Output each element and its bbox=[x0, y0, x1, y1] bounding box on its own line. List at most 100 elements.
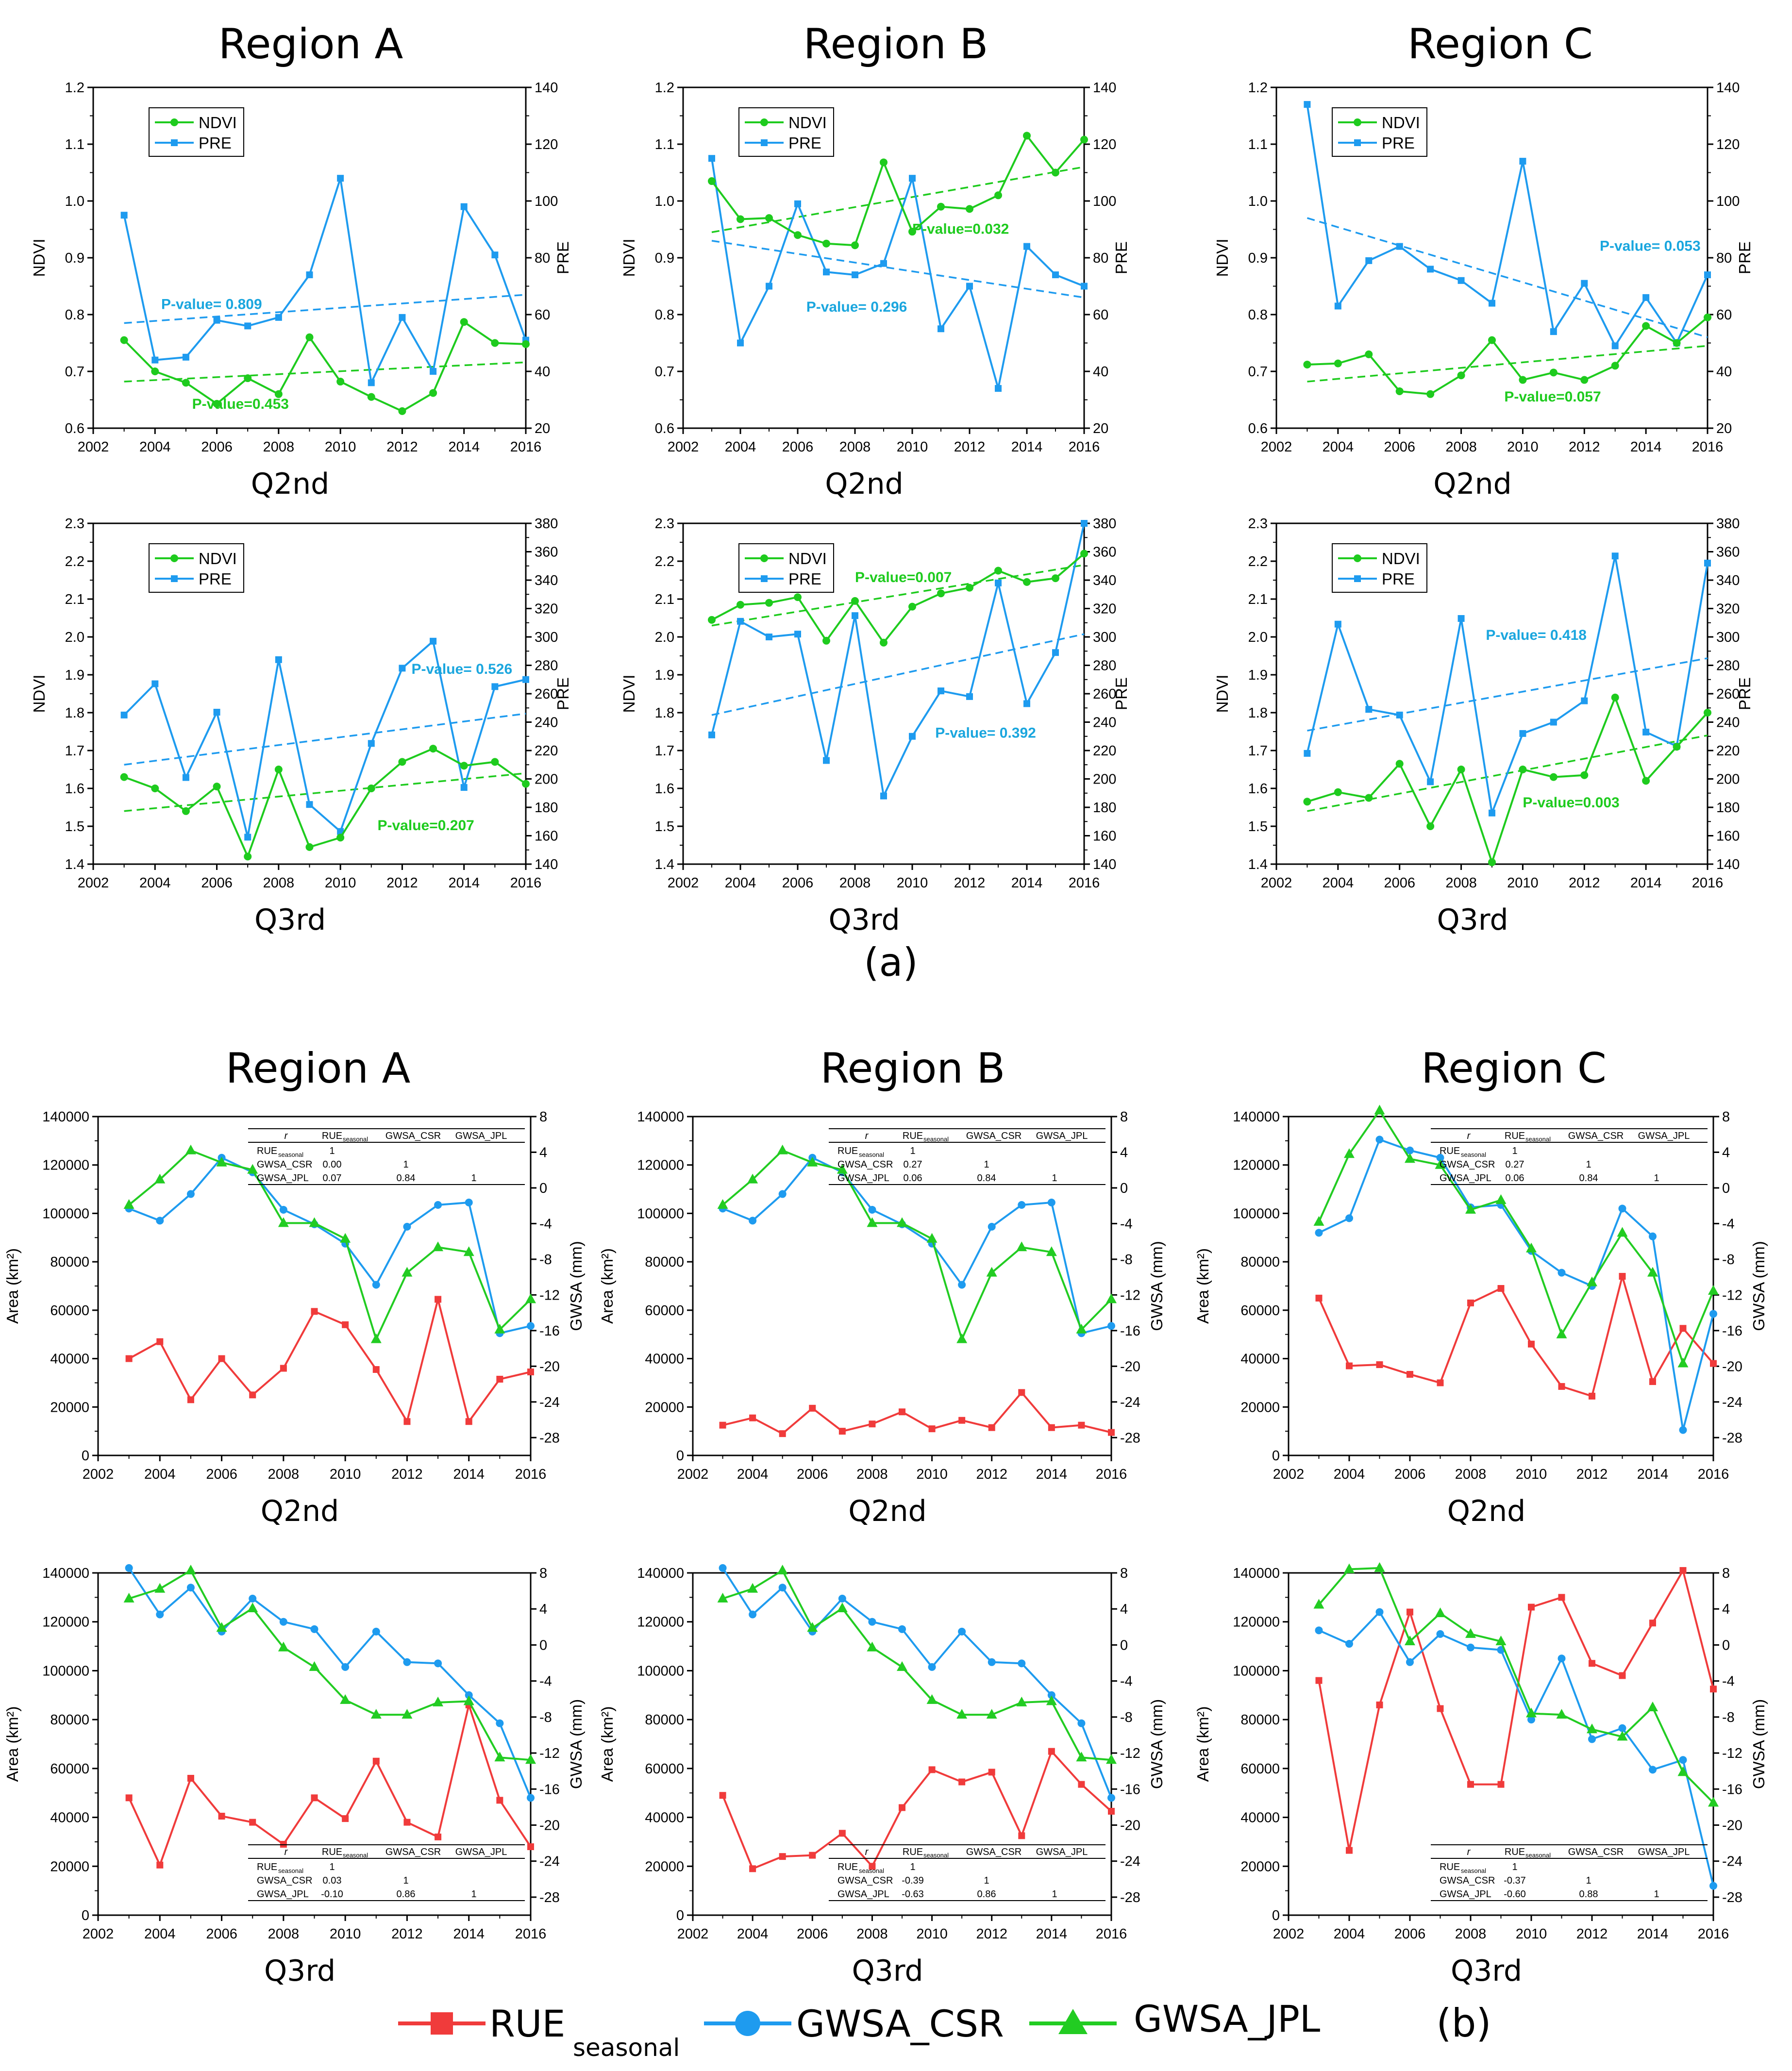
x-tick-label: 2012 bbox=[386, 875, 418, 891]
rue-gwsa-chart-b_A_q2: 2002 2004 2006 2008 2010 2012 2014 201602000040… bbox=[3, 1109, 585, 1528]
gwsa-csr-series-line bbox=[128, 1156, 531, 1335]
table-header-rue: RUE bbox=[322, 1847, 342, 1857]
pre-series-point bbox=[1489, 809, 1495, 817]
x-axis-label: Q3rd bbox=[852, 1954, 923, 1988]
left-y-tick-label: 80000 bbox=[50, 1712, 89, 1728]
pre-series-point bbox=[306, 271, 313, 279]
x-tick-label: 2014 bbox=[1036, 1926, 1068, 1942]
x-tick-label: 2002 bbox=[83, 1467, 114, 1482]
pre-series-point bbox=[938, 325, 944, 333]
x-axis-label: Q3rd bbox=[254, 903, 326, 937]
table-header-r: r bbox=[285, 1847, 288, 1857]
rue-series-point bbox=[125, 1794, 133, 1802]
left-y-tick-label: 60000 bbox=[1240, 1761, 1280, 1777]
ndvi-series-point bbox=[1611, 362, 1619, 370]
gwsa-csr-series-point bbox=[527, 1794, 535, 1802]
gwsa-csr-series-point bbox=[1558, 1654, 1566, 1663]
pre-trend-line bbox=[124, 294, 526, 324]
ndvi-series-point bbox=[1457, 371, 1465, 380]
left-y-tick-label: 40000 bbox=[50, 1810, 89, 1826]
gwsa-jpl-series-line bbox=[722, 1149, 1112, 1340]
table-cell: 0.88 bbox=[1579, 1889, 1598, 1900]
right-y-tick-label: 380 bbox=[535, 516, 558, 532]
left-y-tick-label: 60000 bbox=[645, 1761, 684, 1777]
ndvi-series-point bbox=[182, 379, 190, 387]
rue-series-point bbox=[869, 1420, 876, 1428]
ndvi-series-point bbox=[1673, 743, 1681, 751]
x-tick-label: 2004 bbox=[144, 1926, 176, 1942]
pre-series-point bbox=[909, 175, 916, 182]
left-y-tick-label: 60000 bbox=[50, 1303, 89, 1319]
legend-box bbox=[1332, 107, 1427, 157]
x-axis-label: Q2nd bbox=[1447, 1494, 1526, 1528]
x-tick-label: 2010 bbox=[897, 875, 928, 891]
left-y-tick-label: 40000 bbox=[1240, 1810, 1280, 1826]
rue-series-point bbox=[1407, 1370, 1413, 1378]
rue-series-point bbox=[218, 1813, 225, 1820]
x-axis-label: Q2nd bbox=[825, 467, 904, 501]
x-tick-label: 2004 bbox=[139, 875, 171, 891]
rue-series-point bbox=[280, 1840, 287, 1848]
right-y-tick-label: 300 bbox=[1716, 630, 1740, 645]
right-y-tick-label: -4 bbox=[1120, 1674, 1133, 1689]
gwsa-jpl-series-point bbox=[717, 1592, 728, 1603]
pre-series-line bbox=[711, 158, 1085, 390]
pre-series-point bbox=[852, 271, 858, 279]
right-y-tick-label: 20 bbox=[535, 421, 550, 436]
right-y-tick-label: 8 bbox=[1722, 1566, 1730, 1581]
gwsa-jpl-series-point bbox=[247, 1164, 258, 1174]
rue-series-point bbox=[465, 1418, 472, 1425]
left-y-tick-label: 120000 bbox=[42, 1158, 89, 1173]
pre-series-point bbox=[966, 283, 973, 290]
gwsa-csr-series-line bbox=[1318, 1611, 1714, 1887]
ndvi-pre-chart-a_A_q3: 2002 2004 2006 2008 2010 2012 2014 2016 1.4 1.5 1.… bbox=[30, 516, 572, 937]
right-y-tick-label: -4 bbox=[1120, 1216, 1133, 1232]
x-tick-label: 2006 bbox=[797, 1467, 828, 1482]
gwsa-csr-series-point bbox=[1107, 1322, 1115, 1330]
right-y-tick-label: -8 bbox=[539, 1710, 552, 1725]
right-y-tick-label: 180 bbox=[1093, 800, 1116, 816]
table-header-rue-subscript: seasonal bbox=[1525, 1852, 1551, 1859]
pre-series-point bbox=[1304, 750, 1311, 757]
right-y-tick-label: 360 bbox=[1093, 545, 1116, 560]
x-tick-label: 2010 bbox=[916, 1926, 948, 1942]
ndvi-series-point bbox=[737, 215, 744, 223]
rue-series-point bbox=[1679, 1325, 1687, 1332]
x-tick-label: 2014 bbox=[1630, 875, 1662, 891]
x-tick-label: 2004 bbox=[1334, 1926, 1365, 1942]
left-y-tick-label: 1.6 bbox=[1248, 781, 1268, 797]
x-tick-label: 2014 bbox=[1011, 875, 1043, 891]
left-y-tick-label: 1.8 bbox=[1248, 705, 1268, 721]
pre-series-point bbox=[491, 251, 499, 259]
right-y-tick-label: 140 bbox=[1093, 80, 1116, 96]
left-y-tick-label: 1.5 bbox=[655, 819, 674, 835]
pre-series-line bbox=[123, 177, 527, 384]
ndvi-p-value: P-value=0.057 bbox=[1504, 389, 1601, 405]
table-header-csr: GWSA_CSR bbox=[1568, 1131, 1624, 1141]
right-y-tick-label: 4 bbox=[1120, 1145, 1128, 1160]
gwsa-csr-series-point bbox=[1018, 1201, 1026, 1209]
legend-pre-label: PRE bbox=[1382, 134, 1415, 152]
ndvi-p-value: P-value=0.007 bbox=[855, 569, 952, 585]
x-tick-label: 2004 bbox=[1323, 439, 1354, 455]
gwsa-jpl-series-point bbox=[956, 1709, 968, 1719]
table-header-rue: RUE bbox=[903, 1847, 923, 1857]
rue-series-point bbox=[403, 1418, 411, 1425]
table-cell: 1 bbox=[1654, 1889, 1659, 1900]
gwsa-jpl-series-point bbox=[309, 1661, 320, 1671]
gwsa-jpl-series-point bbox=[433, 1241, 444, 1252]
gwsa-jpl-series-point bbox=[747, 1583, 758, 1593]
pre-series-point bbox=[1365, 706, 1373, 713]
x-axis-label: Q3rd bbox=[828, 903, 900, 937]
gwsa-jpl-series-point bbox=[370, 1333, 382, 1343]
rue-series-point bbox=[988, 1769, 995, 1776]
gwsa-jpl-series-point bbox=[370, 1709, 382, 1719]
ndvi-series-point bbox=[708, 616, 716, 624]
right-y-tick-label: -20 bbox=[1120, 1818, 1140, 1833]
ndvi-series-point bbox=[305, 333, 314, 341]
left-y-tick-label: 1.2 bbox=[655, 80, 674, 96]
ndvi-series-point bbox=[460, 318, 468, 326]
rue-series-point bbox=[1376, 1361, 1383, 1369]
ndvi-pre-chart-a_C_q3: 2002 2004 2006 2008 2010 2012 2014 2016 1.4 1.5 1.… bbox=[1213, 516, 1754, 937]
